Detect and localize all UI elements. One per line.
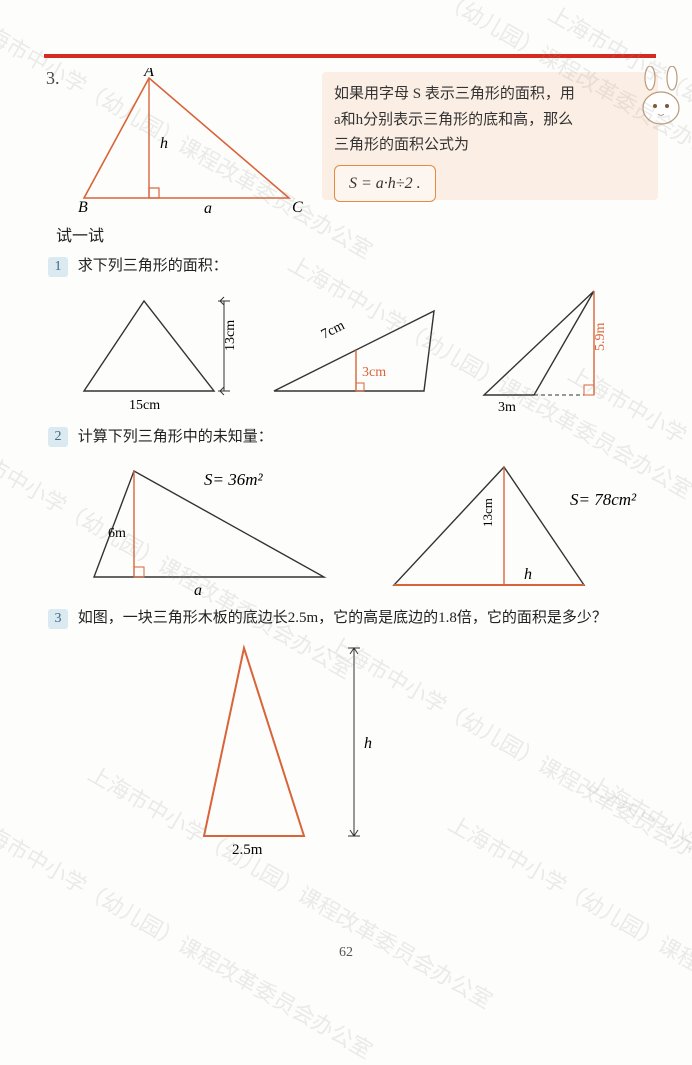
page-content: 3. A B C h a 如果用字母 S 表示三角形的面积，用 a和h分别表示三… <box>44 68 660 866</box>
question-2: 2 计算下列三角形中的未知量： <box>48 425 660 448</box>
label-C: C <box>292 199 303 216</box>
section-3-intro: 3. A B C h a 如果用字母 S 表示三角形的面积，用 a和h分别表示三… <box>44 68 660 218</box>
q1f3-height: 5.9m <box>593 322 608 351</box>
question-1: 1 求下列三角形的面积： <box>48 254 660 277</box>
try-it-heading: 试一试 <box>56 222 660 246</box>
info-line2: a和h分别表示三角形的底和高，那么 <box>334 108 614 134</box>
formula-info-box: 如果用字母 S 表示三角形的面积，用 a和h分别表示三角形的底和高，那么 三角形… <box>322 72 658 200</box>
q1f2-side: 7cm <box>319 318 347 342</box>
q2f1-base: a <box>194 582 202 599</box>
info-line3: 三角形的面积公式为 <box>334 133 614 159</box>
q2f1-height: 6m <box>108 526 126 541</box>
q2-text: 计算下列三角形中的未知量： <box>78 429 273 445</box>
q3-number: 3 <box>48 609 68 629</box>
q1-figures: 13cm 15cm 7cm 3cm 5.9m 3m <box>44 281 660 421</box>
q1f1-base: 15cm <box>129 398 160 413</box>
q2f2-side: 13cm <box>480 498 495 527</box>
q2-number: 2 <box>48 427 68 447</box>
area-formula: S = a·h÷2 . <box>334 165 436 202</box>
q1f1-height: 13cm <box>223 319 238 350</box>
q3-text: 如图，一块三角形木板的底边长2.5m，它的高是底边的1.8倍，它的面积是多少？ <box>78 610 607 626</box>
info-line1: 如果用字母 S 表示三角形的面积，用 <box>334 82 614 108</box>
label-h: h <box>160 135 168 152</box>
q1-number: 1 <box>48 257 68 277</box>
triangle-abc-figure: A B C h a <box>64 68 314 218</box>
q3-figure: h 2.5m <box>164 636 660 866</box>
q1-text: 求下列三角形的面积： <box>78 258 228 274</box>
label-B: B <box>78 199 88 216</box>
page-number: 62 <box>0 945 692 961</box>
q2f2-S: S= 78cm² <box>570 490 637 509</box>
bunny-icon <box>632 66 690 130</box>
red-horizontal-rule <box>44 54 656 58</box>
q3-height: h <box>364 735 372 752</box>
section-number: 3. <box>46 68 60 89</box>
q2f2-base: h <box>524 566 532 583</box>
label-a: a <box>204 200 212 217</box>
question-3: 3 如图，一块三角形木板的底边长2.5m，它的高是底边的1.8倍，它的面积是多少… <box>48 605 660 632</box>
q3-base: 2.5m <box>232 842 263 858</box>
q2f1-S: S= 36m² <box>204 470 263 489</box>
q3-svg: h 2.5m <box>164 636 464 866</box>
q1-svg: 13cm 15cm 7cm 3cm 5.9m 3m <box>44 281 660 421</box>
q1f2-height: 3cm <box>362 365 386 380</box>
q2-figures: S= 36m² 6m a S= 78cm² 13cm h <box>44 451 660 601</box>
q1f3-base: 3m <box>498 400 516 415</box>
q2-svg: S= 36m² 6m a S= 78cm² 13cm h <box>44 451 660 601</box>
label-A: A <box>143 68 154 80</box>
